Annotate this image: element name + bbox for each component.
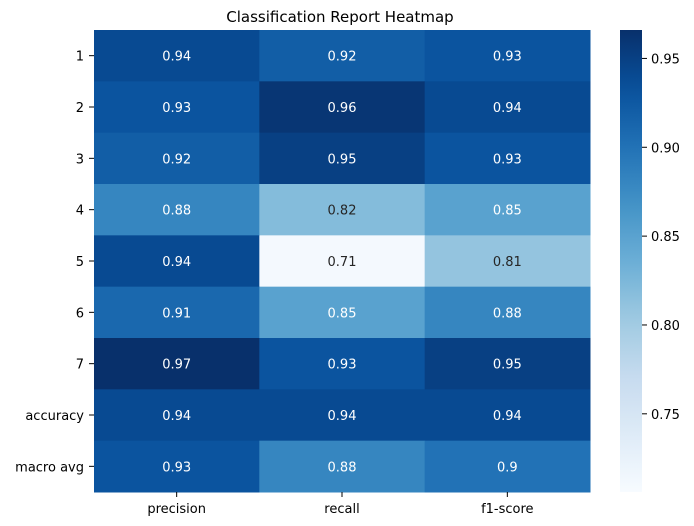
x-tick-label: f1-score: [481, 502, 533, 517]
y-tick-label: accuracy: [25, 409, 84, 424]
colorbar-tick-label: 0.85: [651, 230, 680, 245]
colorbar-tick-label: 0.90: [651, 141, 680, 156]
cell-value-label: 0.94: [162, 255, 191, 270]
cell-value-label: 0.94: [328, 409, 357, 424]
cell-value-label: 0.93: [493, 152, 522, 167]
y-tick-label: 4: [76, 204, 84, 219]
heatmap-cell: [259, 440, 426, 493]
x-axis: precision recall f1-score: [147, 492, 534, 517]
heatmap-cell: [94, 235, 260, 288]
heatmap-cell: [424, 235, 591, 288]
y-tick-label: 5: [76, 255, 84, 270]
cell-value-label: 0.93: [162, 460, 191, 475]
colorbar-tick-label: 0.95: [651, 52, 680, 67]
colorbar-gradient: [620, 30, 642, 492]
heatmap-cell: [94, 30, 260, 82]
heatmap-cell: [424, 338, 591, 390]
cell-value-label: 0.85: [493, 204, 522, 219]
cell-value-label: 0.92: [162, 152, 191, 167]
cell-value-label: 0.94: [162, 409, 191, 424]
cell-value-label: 0.95: [328, 152, 357, 167]
heatmap-cell: [424, 81, 591, 134]
cell-value-label: 0.93: [493, 50, 522, 65]
heatmap-cell: [259, 81, 426, 134]
cell-value-label: 0.88: [162, 204, 191, 219]
y-tick-label: 6: [76, 306, 84, 321]
heatmap-cell: [94, 286, 260, 339]
heatmap-cell: [424, 132, 591, 185]
cell-value-label: 0.71: [328, 255, 357, 270]
cell-value-label: 0.95: [493, 358, 522, 373]
heatmap-cell: [259, 235, 426, 288]
cell-value-label: 0.94: [493, 101, 522, 116]
x-tick-label: precision: [147, 502, 206, 517]
chart-title: Classification Report Heatmap: [226, 8, 453, 26]
heatmap-cell: [259, 286, 426, 339]
heatmap-cell: [94, 184, 260, 236]
heatmap-cell: [259, 132, 426, 185]
cell-value-label: 0.93: [162, 101, 191, 116]
heatmap-cell: [424, 30, 591, 82]
heatmap-cell: [94, 440, 260, 493]
cell-value-label: 0.97: [162, 358, 191, 373]
cell-value-label: 0.93: [328, 358, 357, 373]
heatmap-cell: [94, 338, 260, 390]
cell-value-label: 0.9: [497, 460, 518, 475]
cell-value-label: 0.91: [162, 306, 191, 321]
heatmap-cell: [424, 286, 591, 339]
heatmap-cell: [259, 184, 426, 236]
heatmap-cells: 0.94 0.92 0.93 0.93 0.96 0.94 0.92 0.95 0.93 0.88…: [94, 30, 591, 493]
heatmap-cell: [94, 81, 260, 134]
heatmap-cell: [259, 338, 426, 390]
colorbar-tick-label: 0.80: [651, 319, 680, 334]
cell-value-label: 0.94: [162, 50, 191, 65]
y-tick-label: 2: [76, 101, 84, 116]
heatmap-cell: [259, 389, 426, 442]
heatmap-cell: [94, 389, 260, 442]
heatmap-cell: [94, 132, 260, 185]
heatmap-cell: [424, 389, 591, 442]
heatmap-cell: [259, 30, 426, 82]
y-tick-label: 7: [76, 358, 84, 373]
colorbar: 0.75 0.80 0.85 0.90 0.95: [620, 30, 680, 492]
cell-value-label: 0.82: [328, 204, 357, 219]
y-tick-label: 3: [76, 152, 84, 167]
cell-value-label: 0.96: [328, 101, 357, 116]
y-tick-label: macro avg: [15, 460, 84, 475]
cell-value-label: 0.88: [493, 306, 522, 321]
colorbar-tick-label: 0.75: [651, 408, 680, 423]
cell-value-label: 0.81: [493, 255, 522, 270]
cell-value-label: 0.85: [328, 306, 357, 321]
y-axis: 1 2 3 4 5 6 7 accuracy macro avg: [15, 50, 94, 475]
x-tick-label: recall: [324, 502, 359, 517]
heatmap-cell: [424, 184, 591, 236]
cell-value-label: 0.88: [328, 460, 357, 475]
heatmap-cell: [424, 440, 591, 493]
y-tick-label: 1: [76, 50, 84, 65]
cell-value-label: 0.94: [493, 409, 522, 424]
cell-value-label: 0.92: [328, 50, 357, 65]
